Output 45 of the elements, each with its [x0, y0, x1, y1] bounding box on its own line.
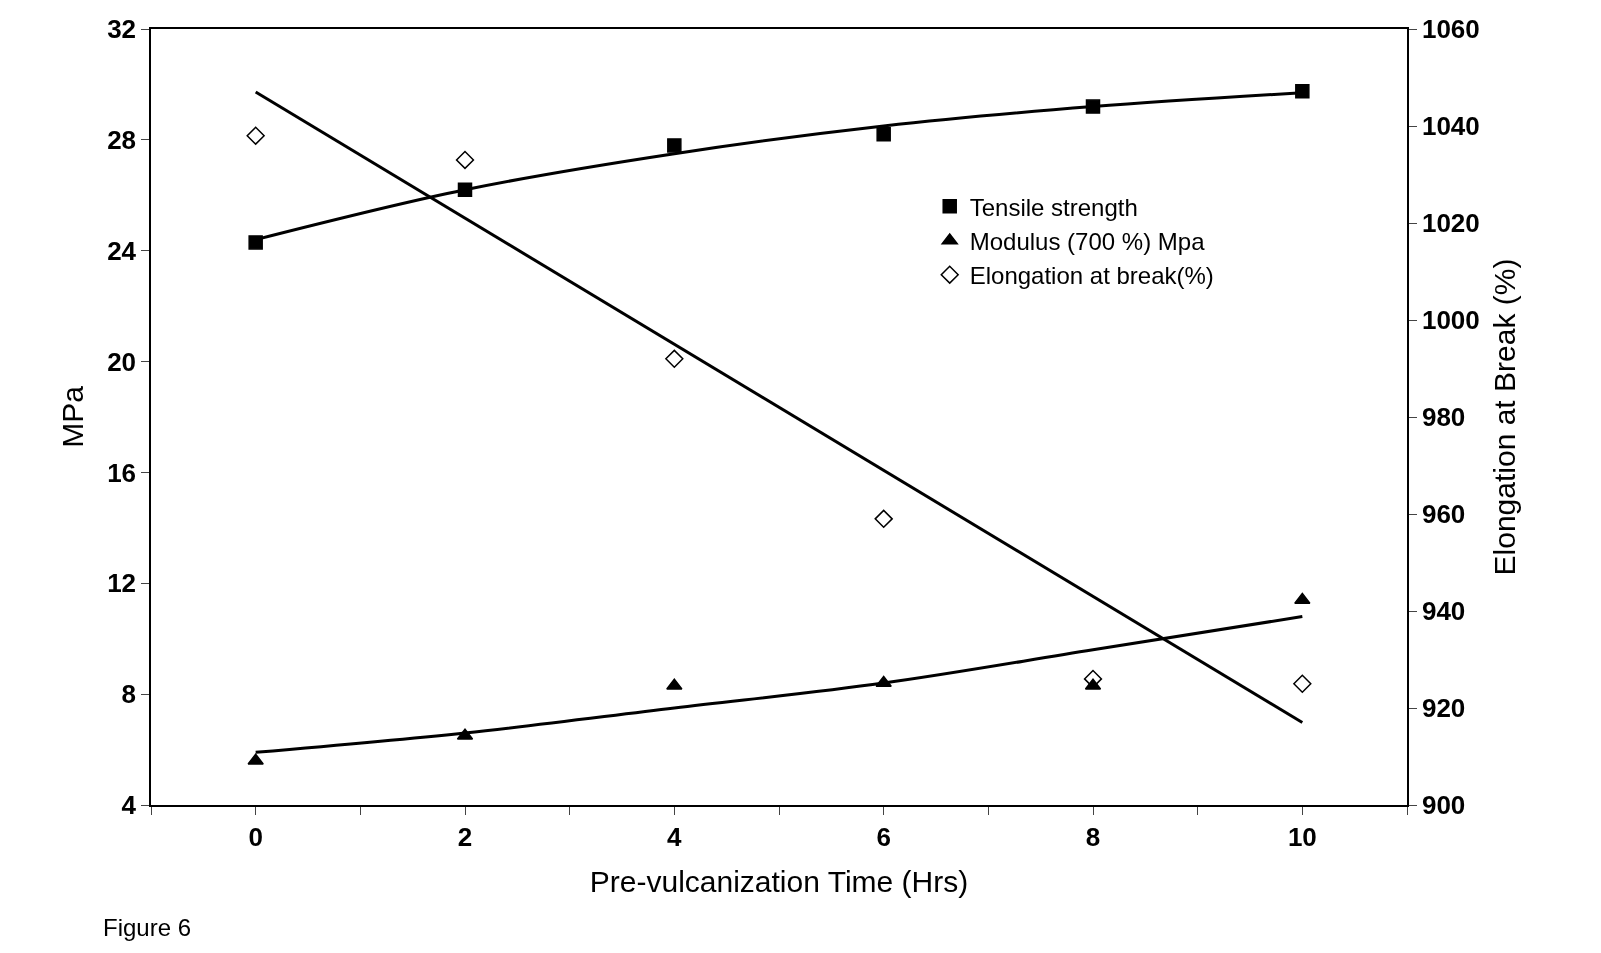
x-tick-label: 8 [1085, 821, 1101, 852]
y2-axis-title: Elongation at Break (%) [1487, 258, 1521, 576]
point [455, 150, 475, 170]
y2-tick-label: 900 [1421, 790, 1466, 821]
point [874, 509, 893, 529]
y-tick-label: 28 [107, 124, 137, 155]
point [247, 753, 264, 765]
point [248, 235, 263, 250]
x-tick-label: 10 [1287, 821, 1317, 852]
y-tick-label: 20 [107, 346, 137, 377]
legend-label: Elongation at break(%) [969, 262, 1214, 290]
y2-tick-label: 980 [1421, 402, 1466, 433]
x-tick-label: 4 [667, 821, 683, 852]
point [665, 349, 684, 368]
point [246, 126, 265, 145]
y-tick-label: 16 [107, 457, 137, 488]
point [457, 182, 473, 197]
y2-tick-label: 1060 [1421, 14, 1480, 45]
y-tick-label: 24 [107, 235, 137, 266]
y2-tick-label: 1040 [1421, 111, 1480, 142]
x-tick-label: 2 [457, 821, 473, 852]
point [1295, 84, 1310, 99]
y-axis-title: MPa [55, 385, 89, 448]
point [876, 127, 891, 142]
y-tick-label: 4 [121, 790, 137, 821]
y2-tick-label: 1020 [1421, 208, 1480, 239]
caption: Figure 6 [103, 914, 192, 941]
y-tick-label: 8 [121, 679, 137, 710]
x-tick-label: 0 [248, 821, 263, 852]
y2-tick-label: 920 [1421, 693, 1466, 724]
y-tick-label: 32 [107, 14, 137, 45]
y2-tick-label: 940 [1421, 596, 1466, 627]
point [666, 678, 683, 690]
legend-label: Tensile strength [969, 193, 1138, 221]
point [875, 675, 892, 688]
legend-label: Modulus (700 %) Mpa [969, 227, 1206, 255]
point [1293, 674, 1312, 693]
point [1085, 99, 1101, 114]
point [667, 138, 682, 153]
point [1294, 592, 1311, 604]
x-tick-label: 6 [876, 821, 891, 852]
y2-tick-label: 1000 [1421, 305, 1480, 336]
y-tick-label: 12 [107, 568, 137, 599]
y2-tick-label: 960 [1421, 499, 1466, 530]
x-axis-title: Pre-vulcanization Time (Hrs) [589, 864, 969, 898]
